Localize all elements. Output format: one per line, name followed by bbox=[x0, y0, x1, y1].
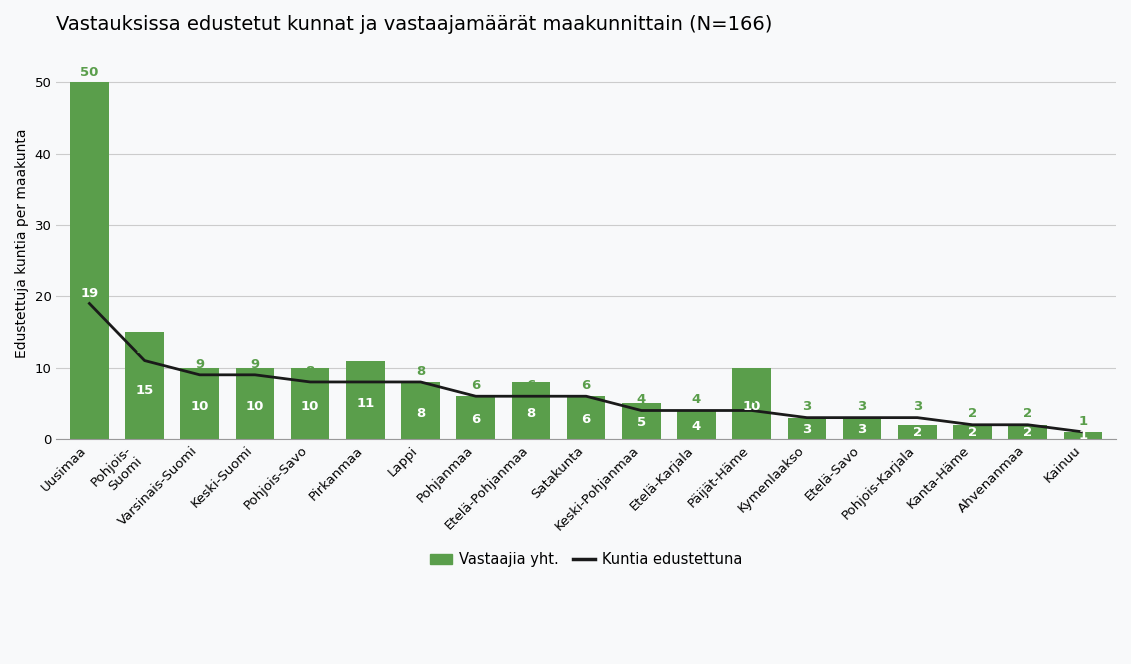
Bar bbox=[622, 403, 661, 439]
Text: Vastauksissa edustetut kunnat ja vastaajamäärät maakunnittain (N=166): Vastauksissa edustetut kunnat ja vastaaj… bbox=[57, 15, 772, 34]
Text: 2: 2 bbox=[913, 426, 922, 439]
Text: 10: 10 bbox=[245, 400, 265, 414]
Text: 4: 4 bbox=[637, 393, 646, 406]
Text: 10: 10 bbox=[743, 400, 761, 414]
Text: 15: 15 bbox=[136, 384, 154, 397]
Text: 11: 11 bbox=[136, 343, 154, 357]
Text: 6: 6 bbox=[472, 379, 481, 392]
Bar bbox=[1063, 432, 1103, 439]
Bar bbox=[787, 418, 827, 439]
Text: 2: 2 bbox=[968, 408, 977, 420]
Bar bbox=[953, 425, 992, 439]
Text: 50: 50 bbox=[80, 66, 98, 79]
Text: 3: 3 bbox=[802, 423, 812, 436]
Bar bbox=[346, 361, 385, 439]
Bar bbox=[457, 396, 495, 439]
Text: 10: 10 bbox=[191, 400, 209, 414]
Text: 4: 4 bbox=[748, 393, 757, 406]
Bar bbox=[291, 368, 329, 439]
Bar bbox=[677, 410, 716, 439]
Text: 5: 5 bbox=[637, 416, 646, 430]
Bar bbox=[402, 382, 440, 439]
Bar bbox=[567, 396, 605, 439]
Bar bbox=[70, 82, 109, 439]
Text: 3: 3 bbox=[802, 400, 812, 414]
Bar bbox=[733, 368, 771, 439]
Bar bbox=[843, 418, 881, 439]
Text: 6: 6 bbox=[581, 413, 590, 426]
Text: 3: 3 bbox=[857, 400, 866, 414]
Bar bbox=[126, 332, 164, 439]
Y-axis label: Edustettuja kuntia per maakunta: Edustettuja kuntia per maakunta bbox=[15, 128, 29, 358]
Text: 8: 8 bbox=[416, 407, 425, 420]
Text: 1: 1 bbox=[1078, 414, 1087, 428]
Text: 8: 8 bbox=[361, 365, 370, 378]
Text: 10: 10 bbox=[301, 400, 319, 414]
Text: 6: 6 bbox=[581, 379, 590, 392]
Text: 6: 6 bbox=[472, 413, 481, 426]
Text: 2: 2 bbox=[1024, 408, 1033, 420]
Text: 8: 8 bbox=[526, 407, 536, 420]
Bar bbox=[898, 425, 936, 439]
Bar bbox=[235, 368, 275, 439]
Bar bbox=[1009, 425, 1047, 439]
Text: 9: 9 bbox=[250, 357, 259, 371]
Text: 2: 2 bbox=[968, 426, 977, 439]
Text: 4: 4 bbox=[692, 420, 701, 433]
Text: 3: 3 bbox=[913, 400, 922, 414]
Legend: Vastaajia yht., Kuntia edustettuna: Vastaajia yht., Kuntia edustettuna bbox=[424, 546, 749, 573]
Text: 8: 8 bbox=[416, 365, 425, 378]
Bar bbox=[511, 382, 551, 439]
Text: 3: 3 bbox=[857, 423, 866, 436]
Text: 6: 6 bbox=[526, 379, 536, 392]
Text: 8: 8 bbox=[305, 365, 314, 378]
Bar bbox=[181, 368, 219, 439]
Text: 4: 4 bbox=[692, 393, 701, 406]
Text: 1: 1 bbox=[1078, 430, 1087, 442]
Text: 2: 2 bbox=[1024, 426, 1033, 439]
Text: 9: 9 bbox=[196, 357, 205, 371]
Text: 19: 19 bbox=[80, 287, 98, 300]
Text: 11: 11 bbox=[356, 397, 374, 410]
